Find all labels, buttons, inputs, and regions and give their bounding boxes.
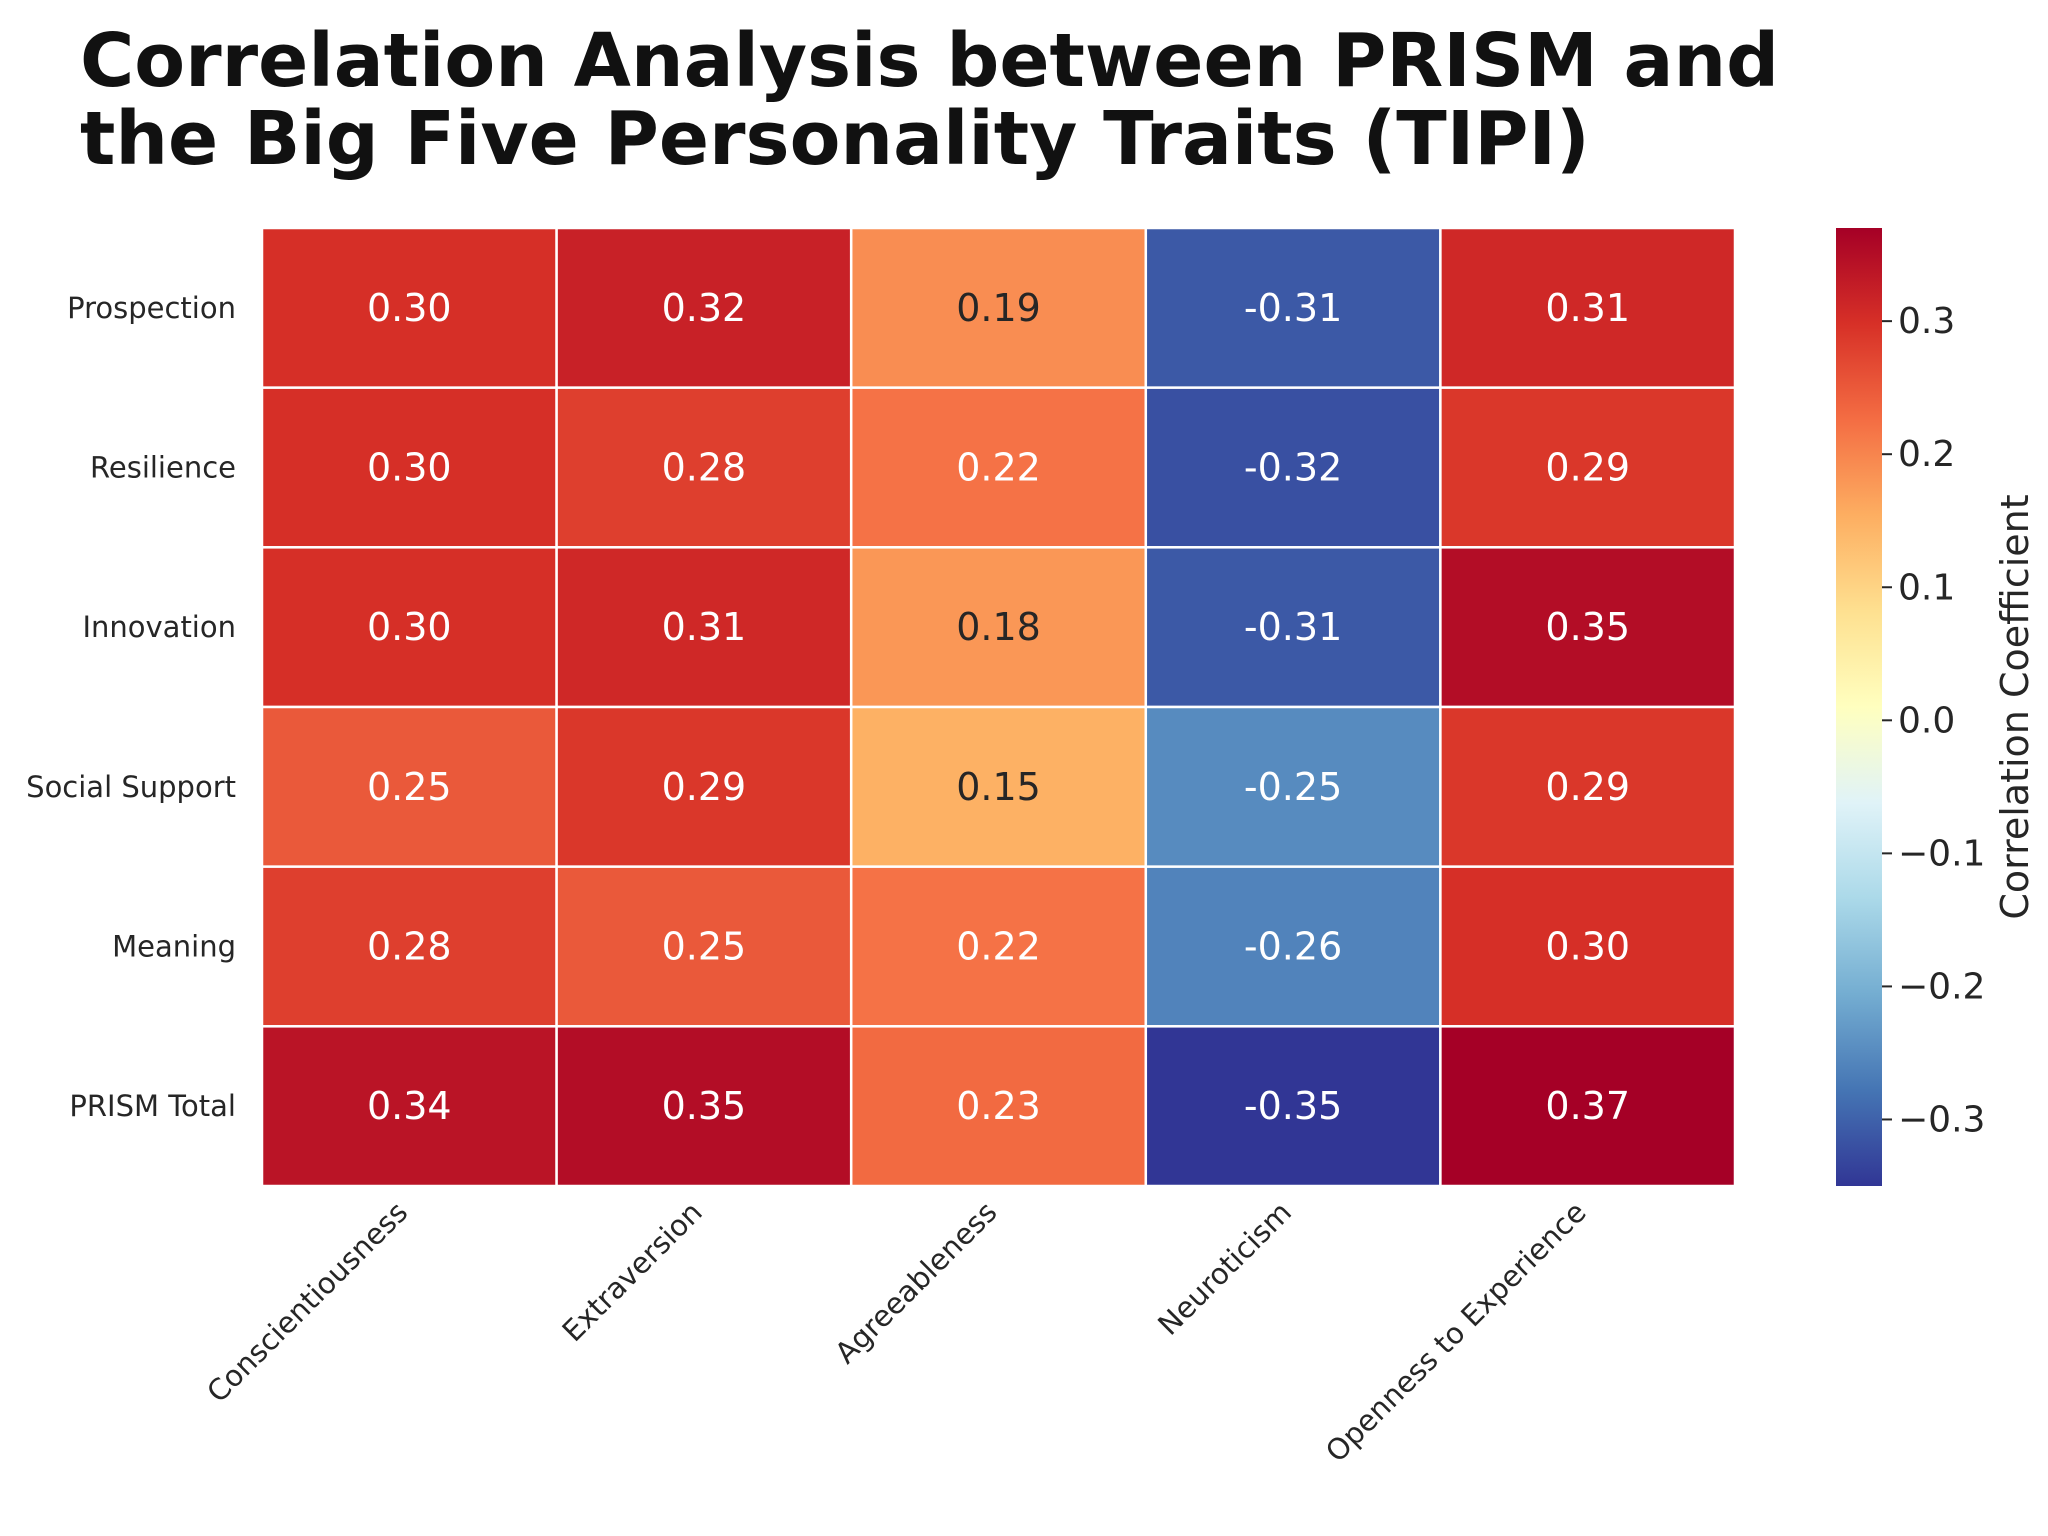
row-label: Resilience: [90, 451, 236, 485]
heatmap-cell: [1439, 1025, 1737, 1188]
cell-value-label: -0.31: [1244, 286, 1342, 330]
column-label: Extraversion: [556, 1195, 709, 1348]
colorbar-tick-label: 0.1: [1898, 567, 1955, 608]
cell-value-label: 0.30: [367, 286, 452, 330]
heatmap-cell: [849, 865, 1148, 1028]
column-label: Neuroticism: [1151, 1195, 1298, 1342]
colorbar-ticks: 0.3 0.2 0.1 0.0 −0.1 −0.2 −0.3: [1882, 301, 1985, 1140]
colorbar-tick-label: −0.1: [1898, 833, 1985, 874]
heatmap-cell: [555, 705, 853, 868]
cell-value-label: 0.31: [662, 605, 747, 649]
heatmap-cell: [555, 1025, 853, 1188]
colorbar-tick-label: −0.3: [1898, 1099, 1985, 1140]
cell-value-label: 0.28: [662, 446, 747, 490]
heatmap-cell: [849, 546, 1148, 709]
cell-value-label: 0.30: [367, 605, 452, 649]
row-label: Meaning: [112, 930, 236, 964]
heatmap-cell: [1439, 386, 1737, 549]
cell-value-label: 0.22: [956, 446, 1041, 490]
cell-value-label: 0.25: [662, 925, 747, 969]
cell-value-label: 0.35: [1545, 605, 1630, 649]
cell-value-label: 0.32: [662, 286, 747, 330]
heatmap-cell: [260, 546, 558, 709]
colorbar-tick-label: 0.0: [1898, 700, 1955, 741]
heatmap-cell: [555, 546, 853, 709]
heatmap-cell: [849, 386, 1148, 549]
cell-value-label: 0.30: [1545, 925, 1630, 969]
column-tick-labels: Conscientiousness Extraversion Agreeablene…: [200, 1195, 1593, 1469]
cell-value-label: 0.19: [956, 286, 1041, 330]
colorbar-tick-label: −0.2: [1898, 966, 1985, 1007]
heatmap-cell: [1144, 546, 1442, 709]
heatmap-cell: [1144, 226, 1442, 389]
cell-value-label: 0.29: [1545, 446, 1630, 490]
cell-value-label: -0.32: [1244, 446, 1342, 490]
heatmap-cell: [849, 1025, 1148, 1188]
colorbar: 0.3 0.2 0.1 0.0 −0.1 −0.2 −0.3 Correlation Coe…: [1836, 228, 2037, 1186]
cell-value-label: 0.30: [367, 446, 452, 490]
cell-value-label: 0.23: [956, 1084, 1041, 1128]
heatmap-cell: [1439, 865, 1737, 1028]
heatmap-cell: [260, 865, 558, 1028]
colorbar-gradient: [1836, 228, 1882, 1186]
heatmap-cell: [260, 1025, 558, 1188]
cell-value-label: 0.28: [367, 925, 452, 969]
cell-value-label: 0.29: [1545, 765, 1630, 809]
heatmap-cell: [555, 386, 853, 549]
cell-value-label: 0.18: [956, 605, 1041, 649]
heatmap-cell: [849, 705, 1148, 868]
column-label: Conscientiousness: [200, 1195, 414, 1409]
heatmap-cell: [1439, 226, 1737, 389]
cell-value-label: -0.26: [1244, 925, 1342, 969]
cell-value-label: -0.35: [1244, 1084, 1342, 1128]
colorbar-tick-label: 0.2: [1898, 434, 1955, 475]
cell-value-label: 0.25: [367, 765, 452, 809]
row-label: Innovation: [82, 610, 236, 644]
cell-value-label: 0.34: [367, 1084, 452, 1128]
cell-value-label: -0.31: [1244, 605, 1342, 649]
cell-value-label: 0.37: [1545, 1084, 1630, 1128]
colorbar-label: Correlation Coefficient: [1993, 494, 2037, 919]
colorbar-tick-label: 0.3: [1898, 301, 1955, 342]
row-label: PRISM Total: [69, 1089, 236, 1123]
heatmap-cell: [1439, 705, 1737, 868]
chart-title: Correlation Analysis between PRISM and t…: [80, 18, 1780, 182]
cell-value-label: 0.35: [662, 1084, 747, 1128]
heatmap-cell: [1144, 1025, 1442, 1188]
heatmap-cell: [1439, 546, 1737, 709]
row-label: Social Support: [26, 770, 236, 804]
heatmap-cell: [1144, 865, 1442, 1028]
row-label: Prospection: [67, 291, 236, 325]
row-tick-labels: Prospection Resilience Innovation Social Su…: [26, 291, 236, 1123]
column-label: Agreeableness: [828, 1195, 1003, 1370]
cell-annotations: 0.30 0.32 0.19 -0.31 0.31 0.30 0.28 0.22 -0.32 0.…: [367, 286, 1630, 1128]
heatmap-cell: [260, 386, 558, 549]
cell-value-label: -0.25: [1244, 765, 1342, 809]
cell-value-label: 0.15: [956, 765, 1041, 809]
column-label: Openness to Experience: [1319, 1195, 1593, 1469]
cell-value-label: 0.29: [662, 765, 747, 809]
heatmap-cells: [260, 226, 1737, 1188]
cell-value-label: 0.22: [956, 925, 1041, 969]
cell-value-label: 0.31: [1545, 286, 1630, 330]
